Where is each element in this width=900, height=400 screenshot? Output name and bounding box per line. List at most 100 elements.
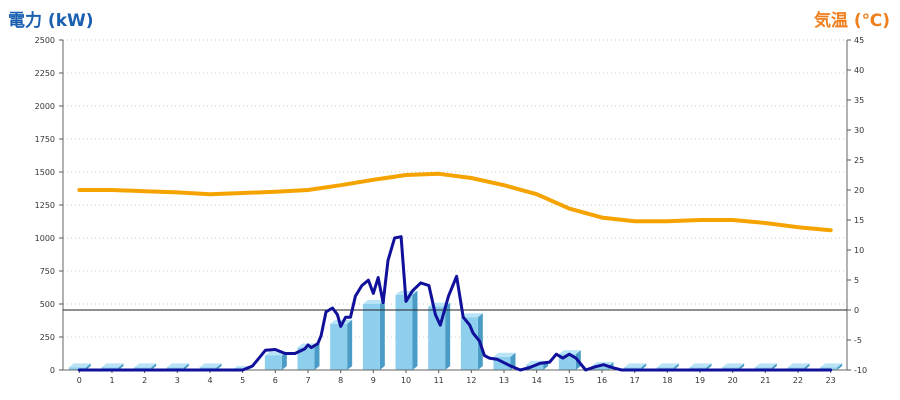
- bar-side: [837, 363, 843, 370]
- bar-side: [445, 302, 451, 370]
- x-tick-label: 9: [371, 376, 376, 385]
- bar-side: [739, 363, 745, 370]
- x-tick-label: 0: [77, 376, 82, 385]
- bar-side: [771, 363, 777, 370]
- x-tick-label: 19: [695, 376, 705, 385]
- x-tick-label: 7: [305, 376, 310, 385]
- right-tick-label: -10: [854, 366, 867, 375]
- bar-side: [347, 319, 353, 370]
- bar-front: [264, 355, 282, 370]
- x-tick-label: 18: [662, 376, 672, 385]
- bar-front: [591, 366, 609, 370]
- left-tick-label: 2000: [35, 102, 55, 111]
- x-tick-label: 5: [240, 376, 245, 385]
- right-tick-label: 10: [854, 246, 864, 255]
- bar-side: [412, 290, 418, 370]
- tick-labels: 02505007501000125015001750200022502500-1…: [35, 36, 867, 385]
- bar: [297, 343, 320, 370]
- bar-top: [362, 300, 385, 304]
- x-tick-label: 12: [466, 376, 476, 385]
- right-tick-label: 20: [854, 186, 864, 195]
- right-tick-label: 35: [854, 96, 864, 105]
- bar-side: [118, 363, 124, 370]
- bar-side: [673, 363, 679, 370]
- x-tick-label: 13: [499, 376, 509, 385]
- x-tick-label: 3: [175, 376, 180, 385]
- bar-top: [558, 350, 581, 355]
- left-tick-label: 0: [50, 366, 55, 375]
- x-tick-label: 11: [434, 376, 444, 385]
- x-tick-label: 20: [728, 376, 738, 385]
- bar: [362, 300, 385, 370]
- bar-side: [379, 300, 385, 370]
- x-tick-label: 22: [793, 376, 803, 385]
- bar-series: [68, 290, 843, 370]
- bar-top: [787, 363, 810, 368]
- bar-top: [101, 363, 124, 368]
- left-tick-label: 1750: [35, 135, 55, 144]
- bar-top: [199, 363, 222, 368]
- bar-side: [314, 343, 320, 370]
- x-tick-label: 15: [564, 376, 574, 385]
- bar-front: [297, 347, 315, 370]
- bar-top: [754, 363, 777, 368]
- left-tick-label: 1000: [35, 234, 55, 243]
- right-tick-label: 25: [854, 156, 864, 165]
- line-series: [77, 171, 833, 372]
- temperature-line: [77, 171, 833, 233]
- left-tick-label: 500: [40, 300, 55, 309]
- x-tick-label: 1: [109, 376, 114, 385]
- power-line: [77, 235, 833, 372]
- bar-top: [656, 363, 679, 368]
- bar-side: [641, 363, 647, 370]
- bar-top: [624, 363, 647, 368]
- bar-front: [526, 364, 544, 370]
- bar-top: [460, 313, 483, 318]
- bar-side: [151, 363, 157, 370]
- left-tick-label: 750: [40, 267, 55, 276]
- x-tick-label: 8: [338, 376, 343, 385]
- bar-top: [689, 363, 712, 368]
- bar-top: [68, 363, 91, 368]
- x-tick-label: 14: [532, 376, 542, 385]
- x-tick-label: 23: [826, 376, 836, 385]
- bar-side: [183, 363, 189, 370]
- right-tick-label: 5: [854, 276, 859, 285]
- left-axis-title: 電力 (kW): [8, 11, 94, 31]
- bar: [428, 302, 451, 370]
- bar-front: [460, 317, 478, 370]
- x-tick-label: 16: [597, 376, 607, 385]
- left-tick-label: 1250: [35, 201, 55, 210]
- left-tick-label: 2250: [35, 69, 55, 78]
- right-axis-title: 気温 (℃): [813, 11, 890, 31]
- x-tick-label: 6: [273, 376, 278, 385]
- bar-top: [134, 363, 157, 368]
- bar-front: [330, 323, 348, 370]
- right-tick-label: 45: [854, 36, 864, 45]
- right-tick-label: 40: [854, 66, 864, 75]
- grid: [63, 39, 847, 338]
- right-tick-label: 15: [854, 216, 864, 225]
- bar-top: [166, 363, 189, 368]
- bar-top: [820, 363, 843, 368]
- x-tick-label: 21: [760, 376, 770, 385]
- bar-side: [706, 363, 712, 370]
- left-tick-label: 2500: [35, 36, 55, 45]
- bar-side: [804, 363, 810, 370]
- axes: [59, 39, 851, 373]
- bar-top: [493, 352, 516, 357]
- bar-side: [85, 363, 91, 370]
- bar-top: [722, 363, 745, 368]
- left-tick-label: 250: [40, 333, 55, 342]
- bar-side: [216, 363, 222, 370]
- left-tick-label: 1500: [35, 168, 55, 177]
- bar-front: [68, 367, 86, 370]
- bar-side: [281, 351, 287, 370]
- right-tick-label: 30: [854, 126, 864, 135]
- x-tick-label: 4: [207, 376, 212, 385]
- x-tick-label: 10: [401, 376, 411, 385]
- bar: [68, 363, 91, 370]
- bar: [264, 351, 287, 370]
- x-tick-label: 17: [630, 376, 640, 385]
